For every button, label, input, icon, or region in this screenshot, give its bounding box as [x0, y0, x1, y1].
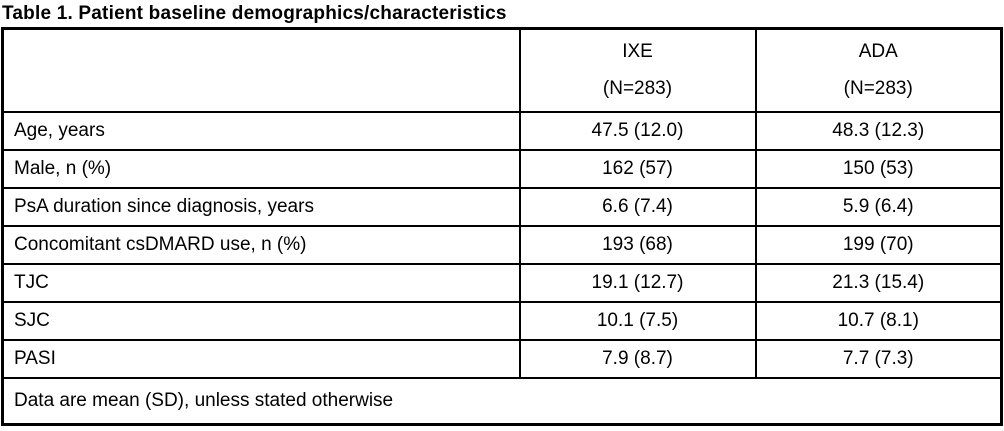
ada-value: 21.3 (15.4) — [754, 262, 1003, 303]
row-label: Age, years — [1, 110, 521, 151]
row-label: Male, n (%) — [1, 148, 521, 189]
ada-value: 5.9 (6.4) — [754, 186, 1003, 227]
ada-value: 150 (53) — [754, 148, 1003, 189]
header-row: IXE (N=283) ADA (N=283) — [1, 27, 1003, 113]
column-name: ADA — [858, 41, 898, 63]
footnote: Data are mean (SD), unless stated otherw… — [1, 376, 1003, 426]
row-label: TJC — [1, 262, 521, 303]
table-row: Age, years 47.5 (12.0) 48.3 (12.3) — [1, 110, 1003, 151]
table-title: Table 1. Patient baseline demographics/c… — [2, 3, 507, 24]
column-header-ada: ADA (N=283) — [754, 27, 1003, 113]
row-label: PASI — [1, 338, 521, 379]
ixe-value: 19.1 (12.7) — [518, 262, 757, 303]
column-name: IXE — [622, 41, 653, 63]
table-row: PASI 7.9 (8.7) 7.7 (7.3) — [1, 338, 1003, 379]
column-n: (N=283) — [602, 78, 673, 100]
ada-value: 48.3 (12.3) — [754, 110, 1003, 151]
table-row: Concomitant csDMARD use, n (%) 193 (68) … — [1, 224, 1003, 265]
row-label: SJC — [1, 300, 521, 341]
row-label: PsA duration since diagnosis, years — [1, 186, 521, 227]
table-row: SJC 10.1 (7.5) 10.7 (8.1) — [1, 300, 1003, 341]
ixe-value: 162 (57) — [518, 148, 757, 189]
column-header-ixe: IXE (N=283) — [518, 27, 757, 113]
row-label: Concomitant csDMARD use, n (%) — [1, 224, 521, 265]
column-n: (N=283) — [843, 78, 913, 100]
ada-value: 199 (70) — [754, 224, 1003, 265]
ixe-value: 10.1 (7.5) — [518, 300, 757, 341]
table-row: Male, n (%) 162 (57) 150 (53) — [1, 148, 1003, 189]
ada-value: 10.7 (8.1) — [754, 300, 1003, 341]
footer-row: Data are mean (SD), unless stated otherw… — [1, 376, 1003, 426]
ada-value: 7.7 (7.3) — [754, 338, 1003, 379]
ixe-value: 193 (68) — [518, 224, 757, 265]
table-row: TJC 19.1 (12.7) 21.3 (15.4) — [1, 262, 1003, 303]
ixe-value: 6.6 (7.4) — [518, 186, 757, 227]
ixe-value: 7.9 (8.7) — [518, 338, 757, 379]
demographics-table: IXE (N=283) ADA (N=283) Age, years 47.5 … — [1, 27, 1003, 426]
empty-header-cell — [1, 27, 521, 113]
table-row: PsA duration since diagnosis, years 6.6 … — [1, 186, 1003, 227]
ixe-value: 47.5 (12.0) — [518, 110, 757, 151]
